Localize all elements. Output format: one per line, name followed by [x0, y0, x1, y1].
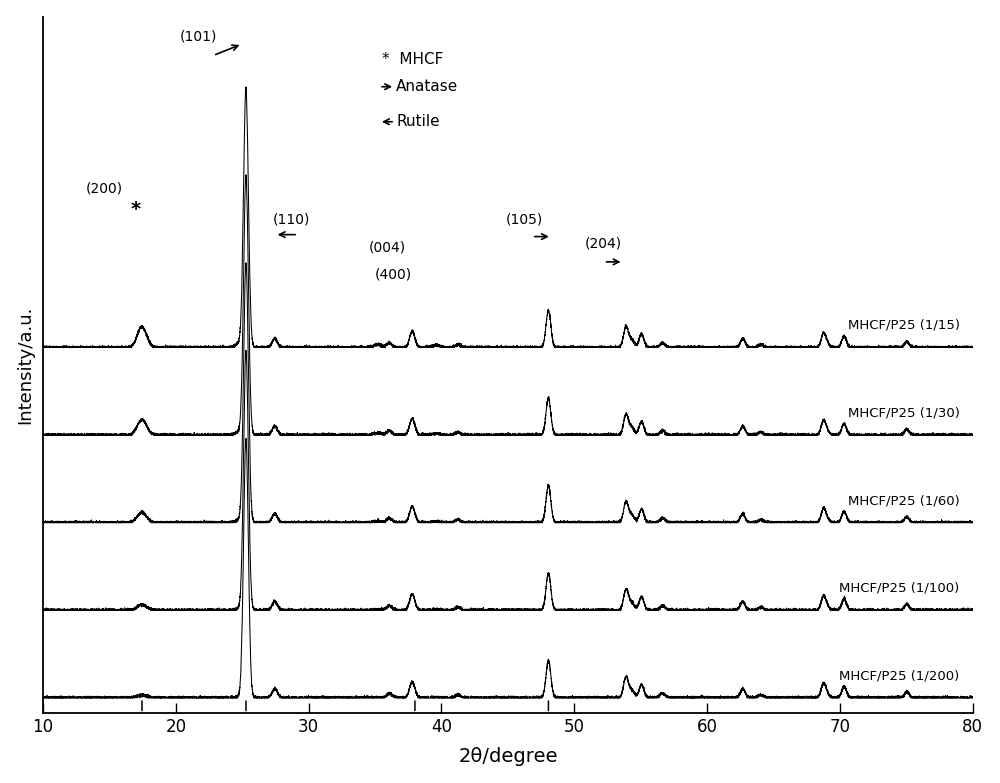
Text: MHCF/P25 (1/100): MHCF/P25 (1/100) [839, 582, 960, 594]
Text: *  MHCF: * MHCF [382, 52, 443, 67]
Text: *: * [131, 200, 141, 219]
Text: (200): (200) [86, 182, 123, 196]
Text: Rutile: Rutile [396, 114, 440, 129]
Text: MHCF/P25 (1/15): MHCF/P25 (1/15) [848, 319, 960, 332]
Text: (004): (004) [368, 240, 406, 254]
Text: MHCF/P25 (1/200): MHCF/P25 (1/200) [839, 669, 960, 682]
Text: (204): (204) [585, 236, 622, 251]
Text: (105): (105) [505, 213, 543, 227]
Text: MHCF/P25 (1/60): MHCF/P25 (1/60) [848, 494, 960, 507]
X-axis label: 2θ/degree: 2θ/degree [458, 747, 558, 767]
Text: (110): (110) [273, 213, 310, 227]
Text: Anatase: Anatase [396, 79, 459, 94]
Text: (400): (400) [375, 267, 412, 281]
Y-axis label: Intensity/a.u.: Intensity/a.u. [17, 306, 35, 424]
Text: (101): (101) [180, 30, 217, 44]
Text: MHCF/P25 (1/30): MHCF/P25 (1/30) [848, 406, 960, 420]
